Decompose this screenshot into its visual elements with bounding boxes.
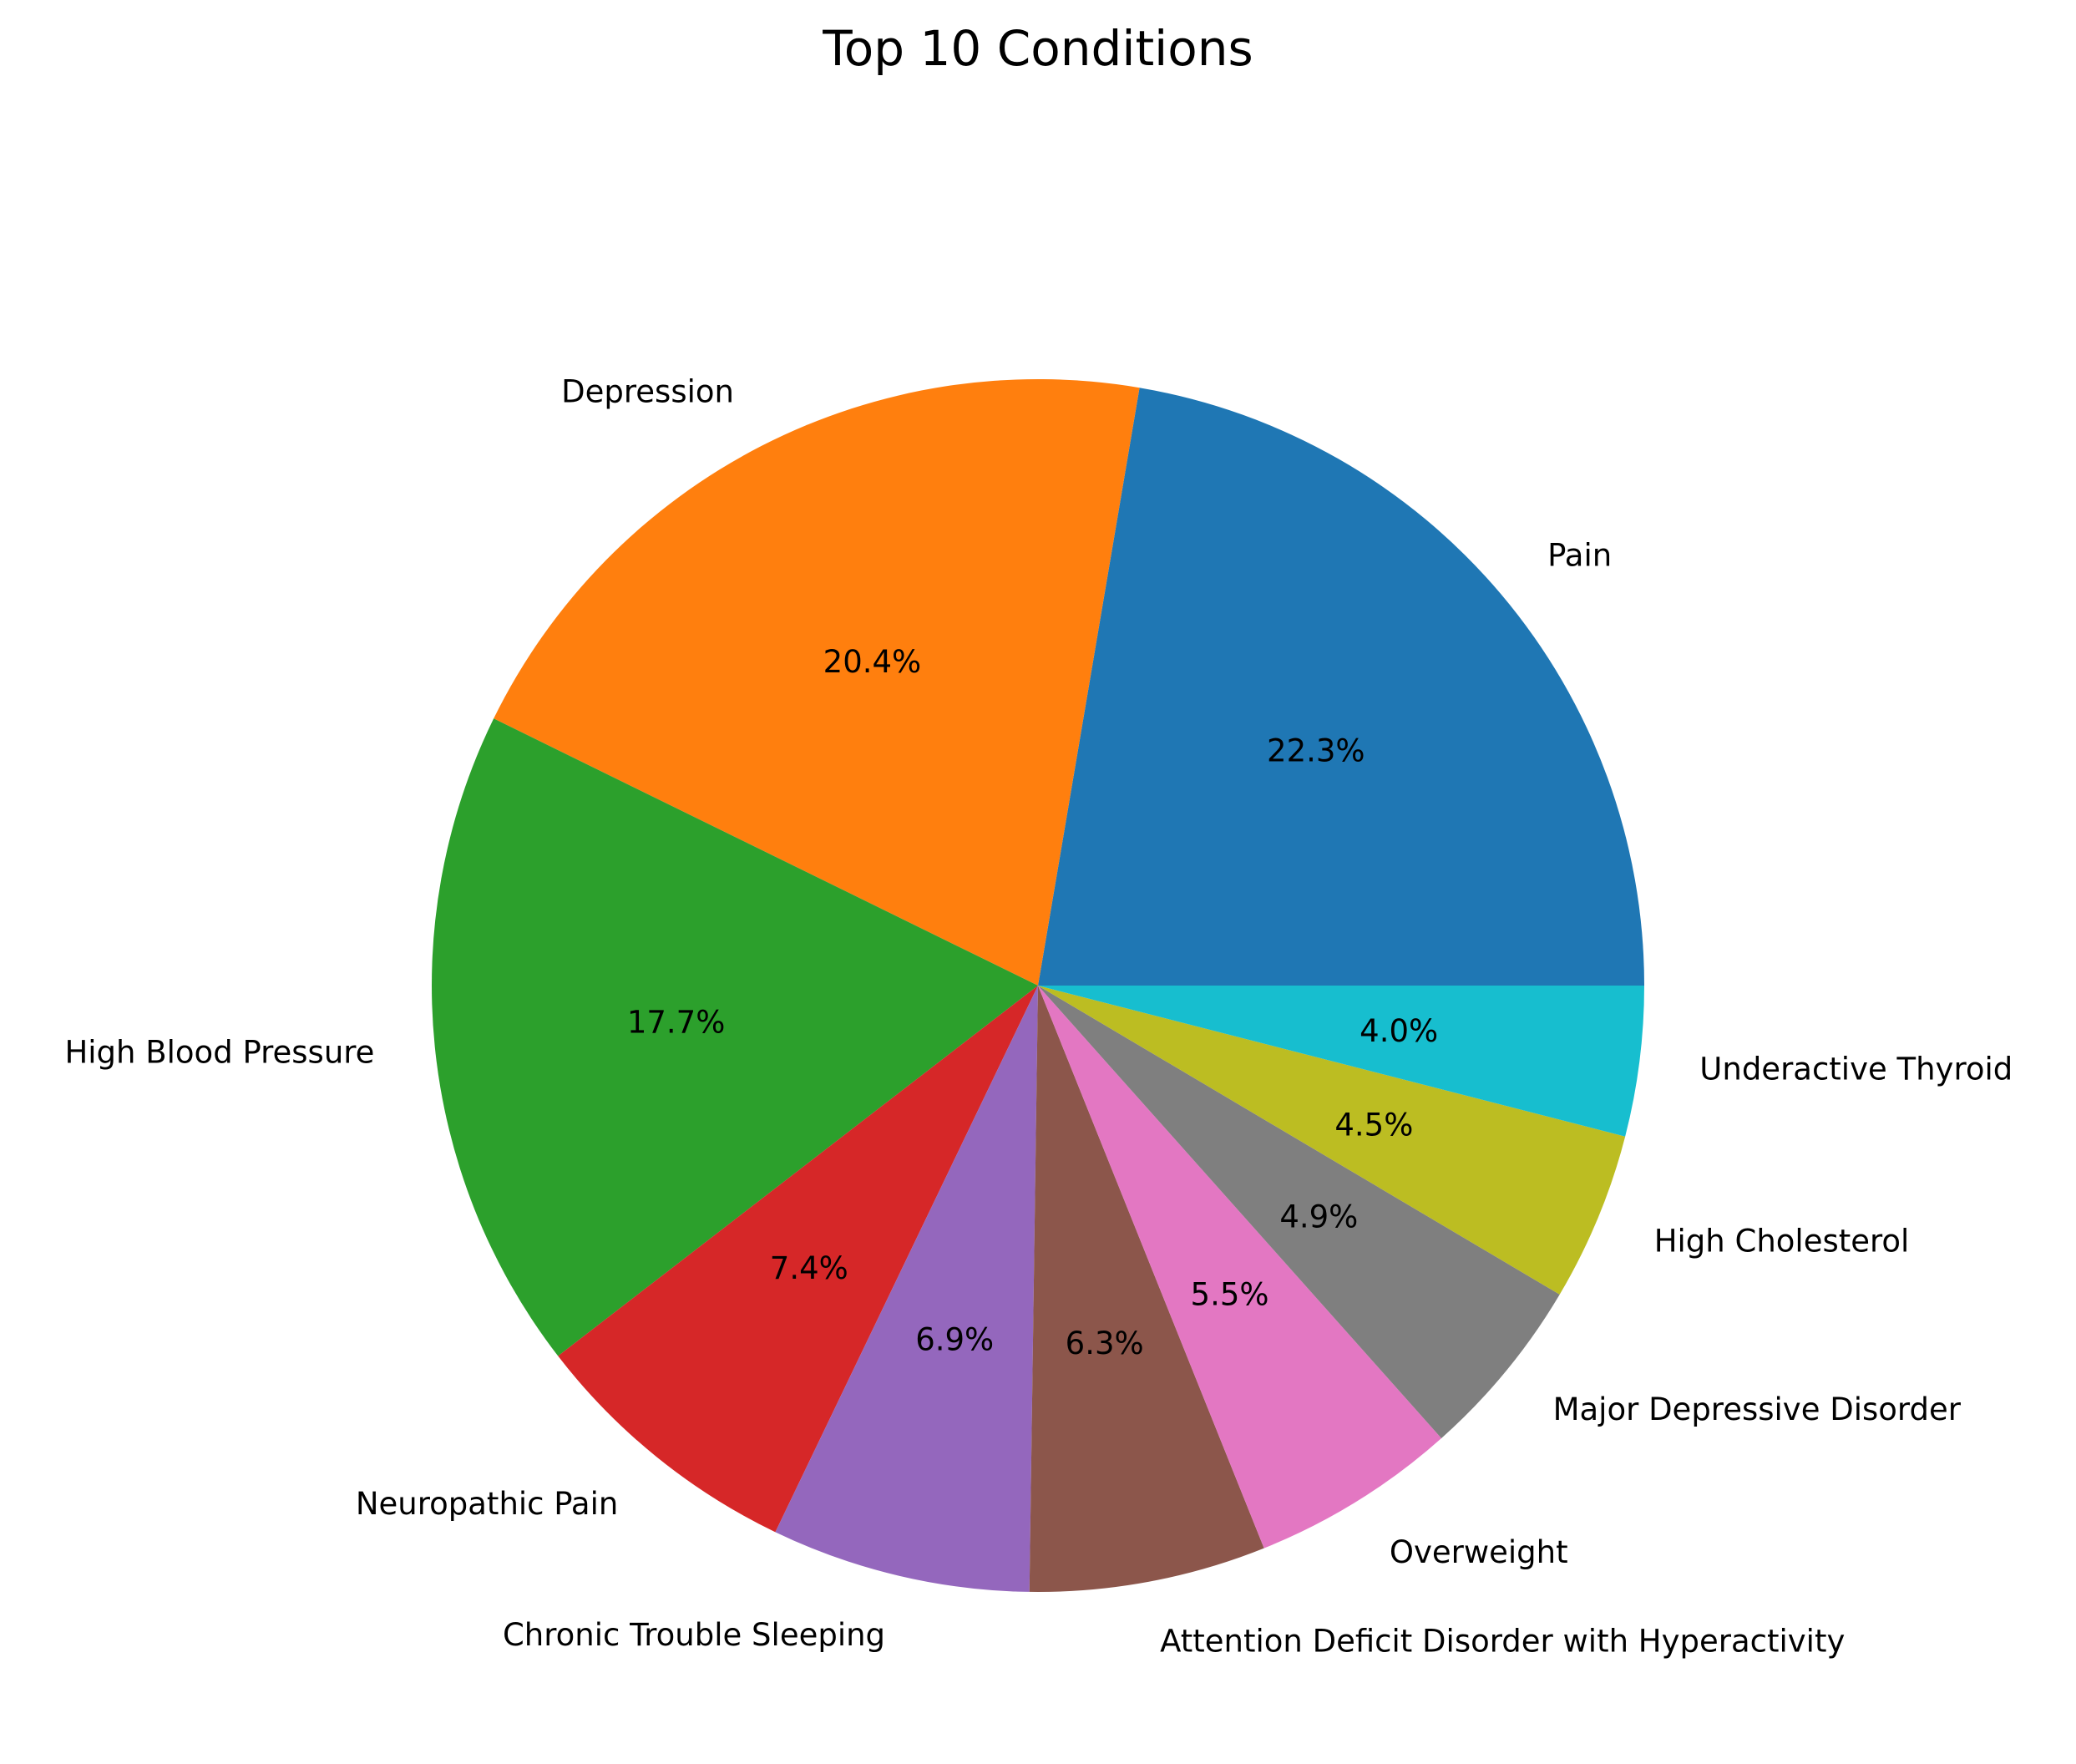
pie-slice-attention-deficit-disorder-with-hyperactivity (1029, 986, 1264, 1593)
pie-percent-labels: 22.3% 20.4% 17.7% 7.4% 6.9% 6.3% 5.5% 4.9% 4.5% 4… (627, 644, 1438, 1361)
slice-label-underactive-thyroid: Underactive Thyroid (1699, 1052, 2013, 1087)
pie-slices (432, 378, 1645, 1593)
slice-percent-underactive-thyroid: 4.0% (1360, 1013, 1438, 1049)
pie-slice-pain (1038, 388, 1645, 986)
slice-label-neuropathic-pain: Neuropathic Pain (356, 1486, 618, 1522)
slice-label-depression: Depression (561, 374, 734, 410)
slice-label-major-depressive-disorder: Major Depressive Disorder (1553, 1391, 1962, 1427)
pie-slice-neuropathic-pain (558, 986, 1038, 1533)
pie-slice-overweight (1038, 986, 1442, 1549)
slice-label-overweight: Overweight (1390, 1534, 1568, 1570)
slice-label-high-cholesterol: High Cholesterol (1654, 1223, 1910, 1259)
pie-slice-major-depressive-disorder (1038, 986, 1560, 1438)
pie-slice-underactive-thyroid (1038, 986, 1644, 1137)
pie-slice-high-blood-pressure (432, 718, 1038, 1356)
chart-title: Top 10 Conditions (822, 20, 1253, 77)
slice-percent-chronic-trouble-sleeping: 6.9% (915, 1322, 994, 1358)
slice-percent-major-depressive-disorder: 4.9% (1279, 1199, 1358, 1234)
slice-label-pain: Pain (1547, 537, 1612, 573)
slice-percent-overweight: 5.5% (1191, 1277, 1269, 1313)
slice-percent-depression: 20.4% (823, 644, 922, 680)
pie-labels: Pain Depression High Blood Pressure Neuropa… (64, 374, 2013, 1660)
pie-slice-high-cholesterol (1038, 986, 1626, 1295)
pie-slice-depression (494, 378, 1140, 986)
slice-percent-high-blood-pressure: 17.7% (627, 1004, 726, 1040)
slice-percent-pain: 22.3% (1267, 732, 1365, 768)
slice-percent-attention-deficit-disorder-with-hyperactivity: 6.3% (1066, 1326, 1144, 1361)
slice-label-attention-deficit-disorder-with-hyperactivity: Attention Deficit Disorder with Hyperact… (1160, 1624, 1845, 1660)
pie-slice-chronic-trouble-sleeping (775, 986, 1038, 1592)
slice-label-high-blood-pressure: High Blood Pressure (64, 1035, 374, 1071)
slice-label-chronic-trouble-sleeping: Chronic Trouble Sleeping (503, 1617, 885, 1653)
slice-percent-neuropathic-pain: 7.4% (770, 1250, 848, 1286)
slice-percent-high-cholesterol: 4.5% (1334, 1107, 1413, 1143)
